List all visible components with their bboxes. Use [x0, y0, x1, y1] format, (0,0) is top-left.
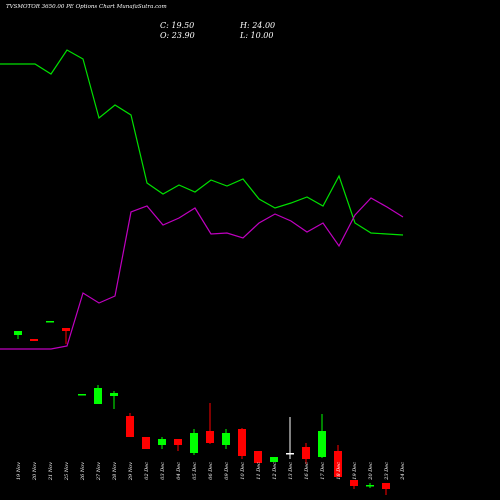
- candle-body: [46, 321, 54, 323]
- x-tick-label: 29 Nov: [128, 462, 134, 481]
- x-tick-label: 20 Nov: [32, 462, 38, 481]
- candle: [62, 328, 70, 344]
- candle: [206, 403, 214, 444]
- candle: [30, 339, 38, 341]
- candles: [14, 321, 390, 495]
- x-tick-label: 13 Dec: [288, 462, 294, 480]
- candle: [174, 439, 182, 451]
- candle: [350, 480, 358, 489]
- chart-title: TVSMOTOR 3650.00 PE Options Chart Munafa…: [6, 4, 167, 10]
- candle-body: [350, 480, 358, 486]
- candle: [270, 457, 278, 462]
- x-tick-label: 09 Dec: [224, 462, 230, 480]
- candle-body: [238, 429, 246, 456]
- candle: [238, 428, 246, 459]
- candle-body: [366, 485, 374, 487]
- candle-body: [62, 328, 70, 331]
- x-axis-labels: 19 Nov 20 Nov 21 Nov 25 Nov 26 Nov 27 Nov 28 N…: [16, 462, 406, 481]
- candle-body: [254, 451, 262, 463]
- close-readout: C: 19.50: [160, 21, 195, 30]
- candle-body: [14, 331, 22, 335]
- candle-body: [174, 439, 182, 445]
- candle-body: [94, 388, 102, 404]
- candle-body: [382, 483, 390, 489]
- x-tick-label: 21 Nov: [48, 462, 54, 481]
- candle-body: [286, 453, 294, 455]
- x-tick-label: 17 Dec: [320, 462, 326, 480]
- open-readout: O: 23.90: [160, 31, 195, 40]
- high-readout: H: 24.00: [240, 21, 276, 30]
- candle: [46, 321, 54, 323]
- candle: [190, 429, 198, 455]
- x-tick-label: 12 Dec: [272, 462, 278, 480]
- candle-body: [334, 451, 342, 477]
- x-tick-label: 16 Dec: [304, 462, 310, 480]
- candle: [222, 429, 230, 449]
- candle: [318, 414, 326, 458]
- candle-body: [158, 439, 166, 445]
- x-tick-label: 19 Nov: [16, 462, 22, 480]
- candle-body: [110, 393, 118, 396]
- indicator-lines: [0, 49, 404, 350]
- candle: [334, 445, 342, 477]
- candle-body: [318, 431, 326, 457]
- x-tick-label: 10 Dec: [240, 462, 246, 480]
- x-tick-label: 06 Dec: [208, 462, 214, 480]
- candle: [382, 483, 390, 495]
- x-tick-label: 18 Dec: [336, 462, 342, 480]
- x-tick-label: 20 Dec: [368, 462, 374, 481]
- candle: [158, 437, 166, 449]
- x-tick-label: 03 Dec: [160, 462, 166, 480]
- x-tick-label: 02 Dec: [144, 462, 150, 480]
- green-indicator-line: [0, 49, 404, 236]
- candle: [78, 394, 86, 396]
- x-tick-label: 26 Nov: [80, 462, 86, 481]
- x-tick-label: 11 Dec: [256, 462, 262, 480]
- candle: [110, 391, 118, 409]
- candle-body: [30, 339, 38, 341]
- candle-body: [270, 457, 278, 462]
- x-tick-label: 04 Dec: [176, 462, 182, 480]
- candle: [14, 331, 22, 339]
- candle: [94, 385, 102, 404]
- candle: [126, 413, 134, 437]
- candle-body: [302, 447, 310, 459]
- low-readout: L: 10.00: [240, 31, 274, 40]
- candle: [254, 451, 262, 463]
- candle-body: [142, 437, 150, 449]
- candle: [142, 437, 150, 449]
- x-tick-label: 25 Nov: [64, 462, 70, 481]
- x-tick-label: 28 Nov: [112, 462, 118, 481]
- x-tick-label: 27 Nov: [96, 462, 102, 481]
- candle-body: [78, 394, 86, 396]
- x-tick-label: 05 Dec: [192, 462, 198, 480]
- candle: [302, 443, 310, 464]
- purple-indicator-line: [0, 197, 404, 350]
- candle-body: [206, 431, 214, 443]
- x-tick-label: 23 Dec: [384, 462, 390, 481]
- x-tick-label: 24 Dec: [400, 462, 406, 481]
- candle: [286, 417, 294, 459]
- candle-body: [126, 416, 134, 437]
- candle-body: [190, 433, 198, 453]
- x-tick-label: 19 Dec: [352, 462, 358, 480]
- candle-body: [222, 433, 230, 445]
- candle: [366, 483, 374, 488]
